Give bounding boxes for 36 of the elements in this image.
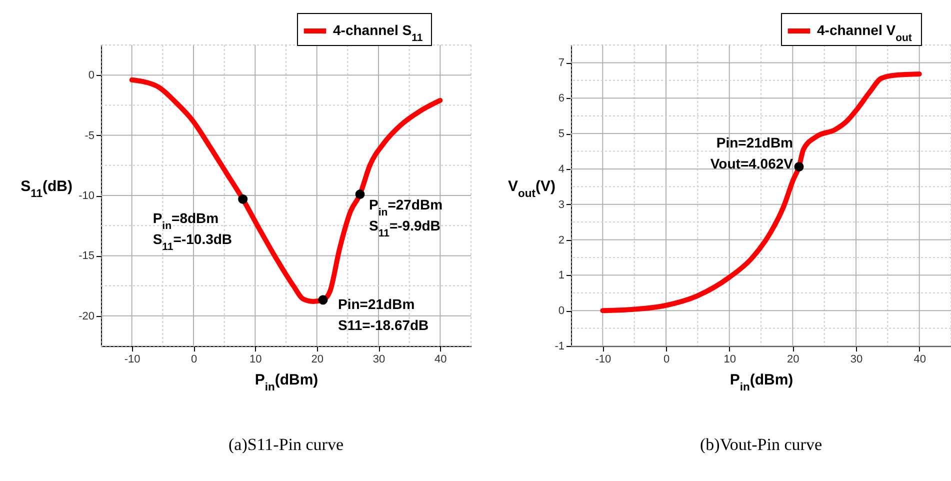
x-tick-label: 10 (250, 354, 262, 366)
y-tick-label: -5 (84, 130, 94, 142)
annotation: P$_{in}$=27dBm S$_{11}$=-9.9dB (369, 196, 443, 240)
x-tick-label: 30 (850, 354, 863, 366)
legend-label: 4-channel S$_{11}$ (333, 22, 423, 44)
x-tick-label: 40 (434, 354, 447, 366)
y-tick-label: 0 (558, 305, 564, 318)
y-tick-label: -1 (554, 340, 564, 352)
x-tick-label: 20 (787, 354, 800, 366)
annotation: P$_{in}$=8dBm S$_{11}$=-10.3dB (152, 210, 232, 254)
x-tick-label: -10 (124, 354, 140, 366)
y-tick-label: 5 (558, 128, 564, 140)
y-tick-label: 7 (558, 57, 564, 70)
y-axis-title: V$_{out}$(V) (508, 178, 556, 200)
x-tick-label: 40 (914, 354, 926, 366)
y-tick-label: 1 (558, 270, 564, 282)
x-tick-label: 10 (724, 354, 736, 366)
y-tick-label: -10 (78, 190, 94, 202)
legend-label: 4-channel V$_{out}$ (817, 22, 912, 44)
y-tick-label: 0 (88, 70, 94, 82)
y-tick-label: 3 (558, 198, 564, 211)
x-tick-label: -10 (595, 354, 612, 366)
y-tick-label: 6 (558, 92, 564, 105)
x-tick-label: 30 (372, 354, 386, 366)
x-tick-label: 0 (190, 354, 198, 366)
y-tick-label: -20 (78, 310, 94, 322)
y-tick-label: -15 (78, 250, 94, 262)
x-tick-label: 0 (663, 354, 670, 366)
y-tick-label: 2 (558, 234, 564, 246)
annotation: Pin=21dBm Vout=4.062V (710, 134, 794, 172)
y-tick-label: 4 (558, 163, 564, 176)
annotation: Pin=21dBm S11=-18.67dB (338, 296, 429, 333)
x-axis-title: P$_{in}$(dBm) (730, 372, 794, 394)
x-axis-title: P$_{in}$(dBm) (254, 372, 318, 394)
y-axis-title: S$_{11}$(dB) (20, 178, 72, 200)
x-tick-label: 20 (311, 354, 324, 366)
